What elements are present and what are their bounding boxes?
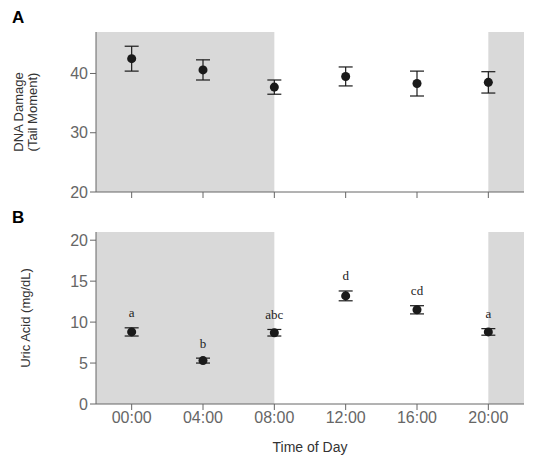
svg-text:a: a [485, 306, 491, 321]
svg-text:20:00: 20:00 [468, 409, 508, 426]
svg-text:40: 40 [70, 65, 88, 82]
svg-text:20: 20 [70, 184, 88, 201]
html-text:A: A [12, 8, 25, 27]
svg-text:d: d [342, 268, 349, 283]
svg-text:Time of Day: Time of Day [273, 439, 348, 455]
svg-text:b: b [200, 336, 207, 351]
svg-text:15: 15 [70, 273, 88, 290]
svg-text:12:00: 12:00 [326, 409, 366, 426]
svg-text:a: a [129, 305, 135, 320]
svg-text:0: 0 [79, 396, 88, 413]
svg-text:04:00: 04:00 [183, 409, 223, 426]
svg-text:abc: abc [265, 307, 283, 322]
svg-text:cd: cd [411, 283, 424, 298]
svg-text:20: 20 [70, 232, 88, 249]
svg-text:5: 5 [79, 355, 88, 372]
svg-text:16:00: 16:00 [397, 409, 437, 426]
svg-text:Uric Acid (mg/dL): Uric Acid (mg/dL) [18, 268, 33, 368]
svg-text:30: 30 [70, 124, 88, 141]
svg-text:00:00: 00:00 [112, 409, 152, 426]
svg-text:08:00: 08:00 [254, 409, 294, 426]
svg-text:10: 10 [70, 314, 88, 331]
html-text:B: B [12, 208, 25, 227]
svg-text:DNA Damage(Tail Moment): DNA Damage(Tail Moment) [11, 72, 40, 151]
